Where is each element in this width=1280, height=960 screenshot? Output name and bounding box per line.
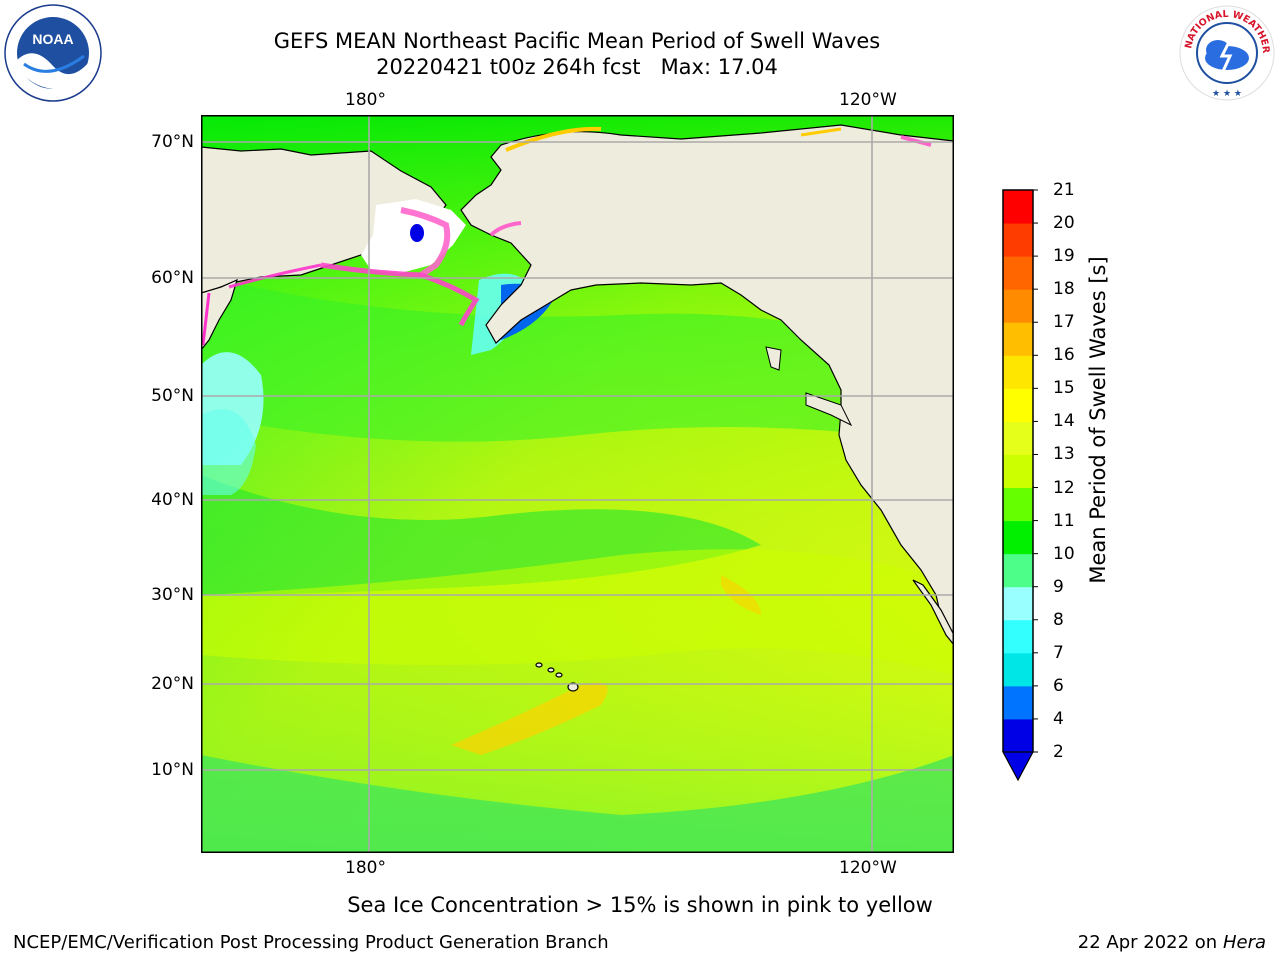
colorbar-segment xyxy=(1003,454,1033,489)
colorbar-segment xyxy=(1003,355,1033,389)
colorbar-tick-label: 2 xyxy=(1053,742,1064,762)
colorbar-tick-label: 6 xyxy=(1053,675,1064,696)
colorbar-tick-label: 10 xyxy=(1053,543,1075,564)
svg-text:★ ★ ★: ★ ★ ★ xyxy=(1212,89,1242,99)
map-panel xyxy=(201,115,954,853)
nws-logo: NATIONAL WEATHER SERVICE ★ ★ ★ xyxy=(1174,0,1276,102)
colorbar-segment xyxy=(1003,223,1033,257)
colorbar-tick-label: 15 xyxy=(1053,378,1075,399)
map-subtitle: 20220421 t00z 264h fcst Max: 17.04 xyxy=(376,55,778,79)
colorbar-segment xyxy=(1003,487,1033,522)
noaa-logo-text: NOAA xyxy=(32,31,73,47)
colorbar-tick-label: 14 xyxy=(1053,411,1075,432)
lat-label-30n: 30°N xyxy=(151,585,194,605)
credit-text: NCEP/EMC/Verification Post Processing Pr… xyxy=(13,932,609,953)
colorbar-segment xyxy=(1003,322,1033,356)
colorbar-tick-label: 21 xyxy=(1053,180,1075,200)
host-name: Hera xyxy=(1222,932,1266,953)
colorbar-segment xyxy=(1003,256,1033,290)
colorbar xyxy=(1000,186,1040,786)
colorbar-segment xyxy=(1003,289,1033,323)
date-stamp: 22 Apr 2022 on Hera xyxy=(1078,932,1266,954)
date-text: 22 Apr 2022 on xyxy=(1077,932,1223,953)
colorbar-segment xyxy=(1003,619,1033,654)
colorbar-segment xyxy=(1003,553,1033,588)
colorbar-segment xyxy=(1003,586,1033,621)
colorbar-tick-label: 7 xyxy=(1053,642,1064,663)
lon-label-top-180: 180° xyxy=(345,90,386,110)
colorbar-segment xyxy=(1003,718,1033,753)
lat-label-70n: 70°N xyxy=(151,132,194,152)
colorbar-extend-arrow xyxy=(1001,751,1035,782)
map-title: GEFS MEAN Northeast Pacific Mean Period … xyxy=(273,29,881,53)
colorbar-segment xyxy=(1003,652,1033,687)
lat-label-40n: 40°N xyxy=(151,490,194,510)
colorbar-tick-label: 20 xyxy=(1053,213,1075,234)
colorbar-tick-label: 18 xyxy=(1053,279,1075,300)
lon-label-bottom-180: 180° xyxy=(345,858,386,878)
colorbar-segment xyxy=(1003,685,1033,720)
colorbar-tick-label: 4 xyxy=(1053,708,1064,729)
colorbar-tick-label: 9 xyxy=(1053,576,1064,597)
colorbar-segment xyxy=(1003,190,1033,224)
colorbar-tick-label: 17 xyxy=(1053,312,1075,333)
colorbar-tick-label: 12 xyxy=(1053,477,1075,498)
colorbar-segment xyxy=(1003,388,1033,422)
hawaii-islands xyxy=(535,662,579,692)
colorbar-segment xyxy=(1003,520,1033,555)
lat-label-10n: 10°N xyxy=(151,760,194,780)
colorbar-tick-label: 11 xyxy=(1053,510,1075,531)
colorbar-segment xyxy=(1003,421,1033,455)
lon-label-bottom-120w: 120°W xyxy=(839,858,897,878)
noaa-logo: NOAA xyxy=(4,4,102,102)
colorbar-tick-label: 16 xyxy=(1053,345,1075,366)
colorbar-tick-label: 8 xyxy=(1053,609,1064,630)
colorbar-tick-label: 19 xyxy=(1053,246,1075,267)
colorbar-tick-label: 13 xyxy=(1053,444,1075,465)
sea-ice-note: Sea Ice Concentration > 15% is shown in … xyxy=(347,893,933,917)
land-north-america xyxy=(460,124,954,636)
lon-label-top-120w: 120°W xyxy=(839,90,897,110)
lat-label-50n: 50°N xyxy=(151,386,194,406)
graticule xyxy=(201,115,954,853)
colorbar-label: Mean Period of Swell Waves [s] xyxy=(1086,256,1110,584)
lat-label-20n: 20°N xyxy=(151,674,194,694)
lat-label-60n: 60°N xyxy=(151,268,194,288)
